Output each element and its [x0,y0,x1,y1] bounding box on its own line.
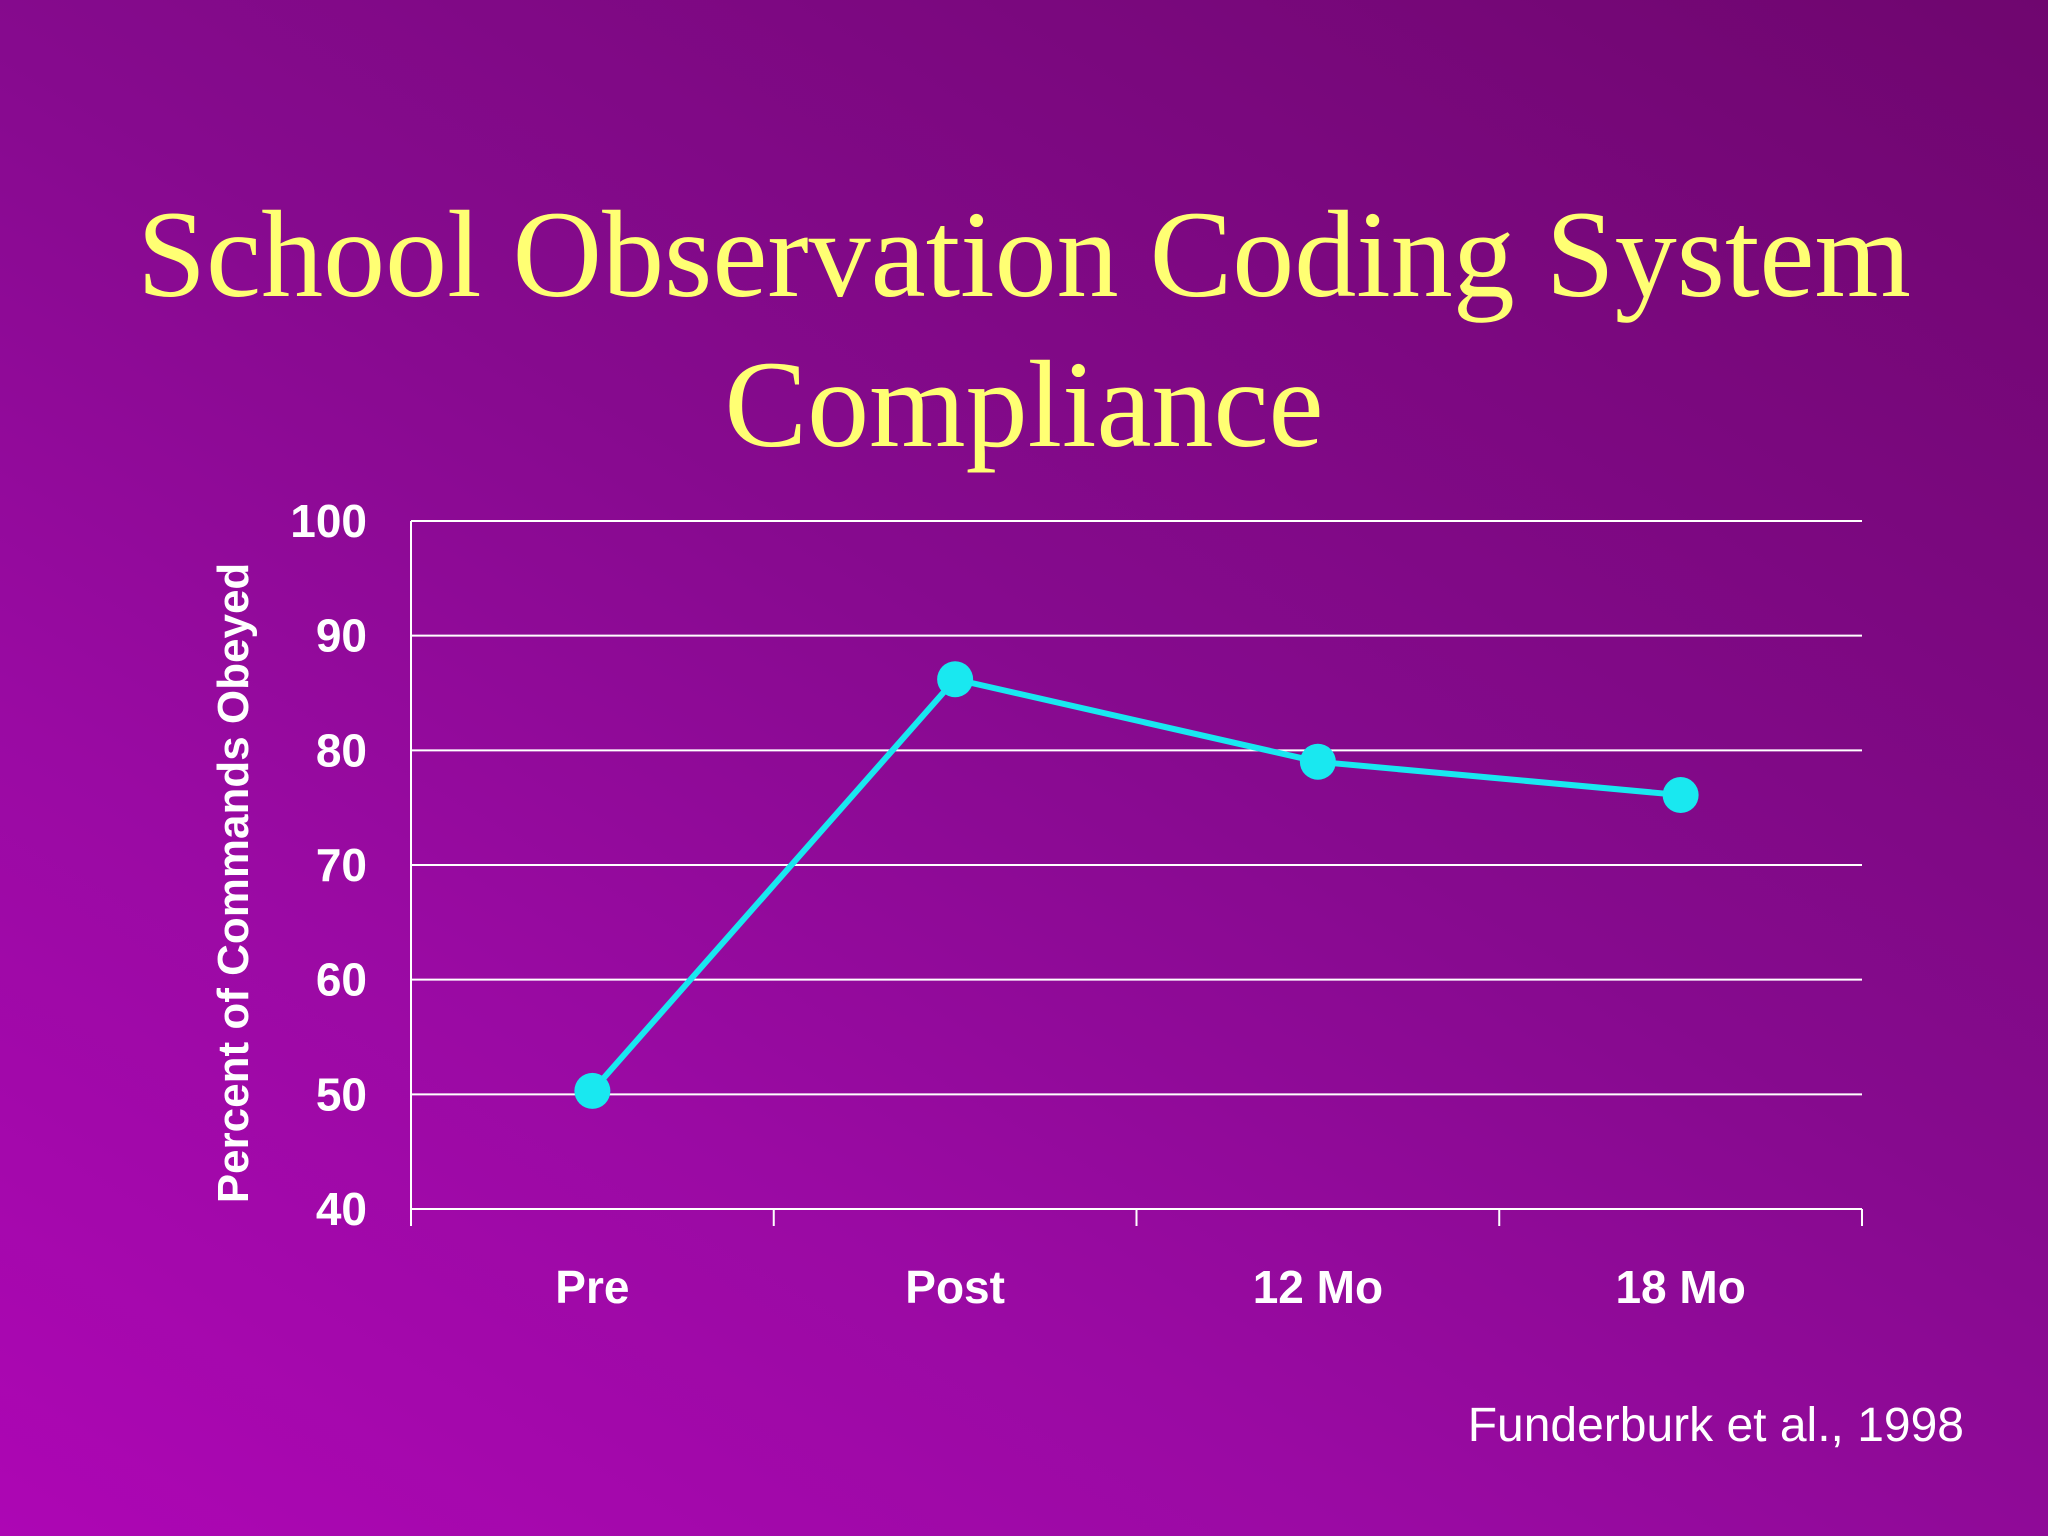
x-tick-label: 18 Mo [1615,1261,1745,1313]
x-tick-label: Pre [555,1261,629,1313]
citation: Funderburk et al., 1998 [1467,1399,1964,1452]
x-tick-label: 12 Mo [1253,1261,1383,1313]
y-tick-label: 70 [316,839,367,891]
y-tick-label: 100 [290,495,367,547]
slide-title-line-2: Compliance [724,336,1324,473]
data-point-post [937,661,974,698]
gridlines [411,520,1862,1096]
data-point-pre [574,1072,611,1109]
x-tick-label: Post [905,1261,1005,1313]
y-tick-label: 80 [316,724,367,776]
axis-labels: 40 50 60 70 80 90 100 Pre Post 12 Mo 18 Mo Percent … [209,495,1746,1313]
series-line-0 [590,676,1681,1093]
y-tick-label: 90 [316,610,367,662]
y-tick-label: 60 [316,954,367,1006]
y-tick-label: 50 [316,1068,367,1120]
y-axis-title: Percent of Commands Obeyed [209,563,258,1204]
data-point-12-mo [1299,743,1336,780]
data-point-18-mo [1662,777,1699,814]
slide-title: School Observation Coding System Complia… [0,180,2048,480]
axes [410,521,1863,1226]
slide-title-line-1: School Observation Coding System [137,186,1911,323]
y-tick-label: 40 [316,1183,367,1235]
series [574,661,1699,1109]
